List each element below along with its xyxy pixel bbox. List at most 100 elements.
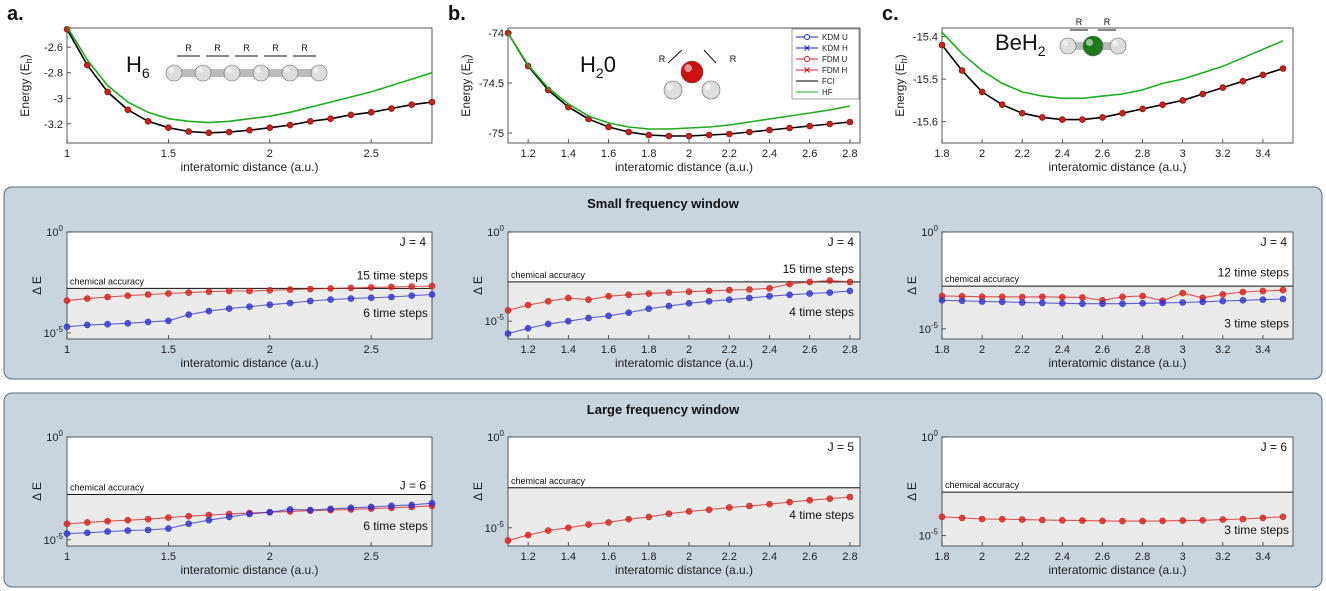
legend-item: FCI [796, 77, 835, 86]
data-point-kdm [1059, 299, 1066, 307]
legend-marker [804, 34, 810, 40]
data-point-fdm [246, 287, 253, 295]
data-point-fdm [306, 285, 314, 293]
x-tick-label: 2.8 [1135, 551, 1150, 563]
data-point-fdm [1039, 516, 1046, 524]
data-point-kdm [408, 501, 416, 509]
data-point-fdm [63, 520, 71, 528]
y-tick-label: -15.4 [913, 32, 938, 44]
x-tick-label: 1.5 [161, 148, 176, 160]
data-point-fdm [1119, 517, 1126, 525]
x-tick-label: 3.4 [1255, 148, 1270, 160]
data-point-fci [1139, 105, 1146, 113]
x-axis-label: interatomic distance (a.u.) [1048, 356, 1186, 370]
data-point-fdm [327, 285, 334, 292]
data-point-fdm [266, 286, 274, 294]
data-point-fci [205, 129, 213, 137]
data-point-fci [1259, 71, 1267, 79]
data-point-fci [327, 115, 334, 122]
data-point-fci [685, 132, 693, 140]
j-label: J = 4 [1261, 235, 1288, 249]
data-point-fci [665, 132, 673, 140]
x-tick-label: 2.6 [1095, 551, 1110, 563]
data-point-kdm [63, 530, 71, 537]
data-point-fdm [826, 277, 834, 284]
data-point-fdm [1279, 513, 1287, 521]
series-line-hf [941, 31, 1284, 100]
hydrogen-atom-highlight [666, 83, 673, 90]
legend-item: KDM H [796, 44, 848, 53]
y-axis-label: Δ E [30, 276, 44, 295]
data-point-fdm [1259, 287, 1267, 295]
data-point-fdm [564, 294, 572, 302]
data-point-kdm [1259, 296, 1267, 304]
data-point-fci [786, 124, 793, 132]
data-point-fdm [1059, 516, 1066, 524]
y-axis-label: Δ E [30, 482, 44, 501]
data-point-fdm [185, 289, 192, 296]
data-point-kdm [1119, 300, 1126, 308]
data-point-kdm [766, 292, 773, 300]
data-point-fdm [84, 295, 91, 302]
data-point-fdm [806, 278, 814, 286]
hydrogen-atom [194, 64, 212, 82]
x-axis-label: interatomic distance (a.u.) [1048, 563, 1186, 577]
data-point-fdm [1119, 293, 1126, 301]
series-line-fdm [507, 279, 850, 311]
legend-item: HF [796, 88, 833, 97]
data-point-fdm [144, 515, 152, 523]
data-point-kdm [246, 303, 253, 311]
data-point-kdm [585, 314, 592, 322]
data-point-fci [408, 101, 416, 108]
data-point-fdm [846, 493, 854, 501]
data-point-fdm [524, 531, 532, 539]
data-point-fdm [1219, 516, 1227, 523]
data-point-fci [286, 121, 294, 129]
data-point-fci [266, 124, 274, 131]
data-point-fdm [1079, 517, 1086, 524]
data-point-fdm [124, 292, 132, 300]
x-tick-label: 1.2 [520, 551, 535, 563]
x-tick-label: 1.8 [641, 344, 656, 356]
data-point-kdm [846, 287, 854, 295]
data-point-kdm [286, 299, 294, 307]
series-line-fdm [507, 496, 850, 542]
data-point-kdm [826, 289, 834, 296]
data-point-fci [165, 124, 172, 131]
data-point-kdm [124, 319, 132, 327]
data-point-fci [104, 88, 111, 96]
data-point-fdm [124, 516, 132, 524]
data-point-fci [347, 111, 355, 119]
data-point-fdm [1018, 293, 1026, 301]
data-point-kdm [665, 302, 673, 310]
hydrogen-atom [165, 64, 183, 82]
data-point-kdm [806, 290, 814, 297]
series-line-hf [507, 32, 851, 130]
data-point-fdm [766, 500, 773, 508]
bond-label: R [243, 43, 250, 53]
data-point-fci [1099, 114, 1106, 121]
data-point-fci [958, 67, 966, 74]
data-point-fdm [605, 519, 612, 526]
data-point-fdm [524, 301, 532, 309]
data-point-fdm [504, 307, 512, 314]
data-point-fdm [104, 517, 111, 525]
chart-large-h2o: chemical accuracy 1.2 1.4 1.6 1.8 2 2.2 2.4 2.6 2… [471, 429, 861, 577]
data-point-fdm [665, 510, 673, 518]
y-tick-label: -3 [53, 93, 63, 105]
y-tick-label: -15.5 [913, 74, 938, 86]
time-steps-label: 6 time steps [363, 306, 428, 320]
y-tick-label: -2.8 [44, 68, 63, 80]
data-point-kdm [286, 506, 294, 513]
data-point-fdm [625, 291, 633, 299]
data-point-fci [938, 41, 946, 49]
data-point-fci [645, 131, 653, 139]
data-point-kdm [63, 323, 71, 331]
data-point-fdm [1239, 515, 1247, 523]
data-point-kdm [306, 506, 314, 514]
data-point-fdm [1018, 516, 1026, 523]
x-tick-label: 2.6 [802, 148, 817, 160]
x-axis-label: interatomic distance (a.u.) [615, 160, 753, 174]
data-point-fci [978, 88, 986, 96]
